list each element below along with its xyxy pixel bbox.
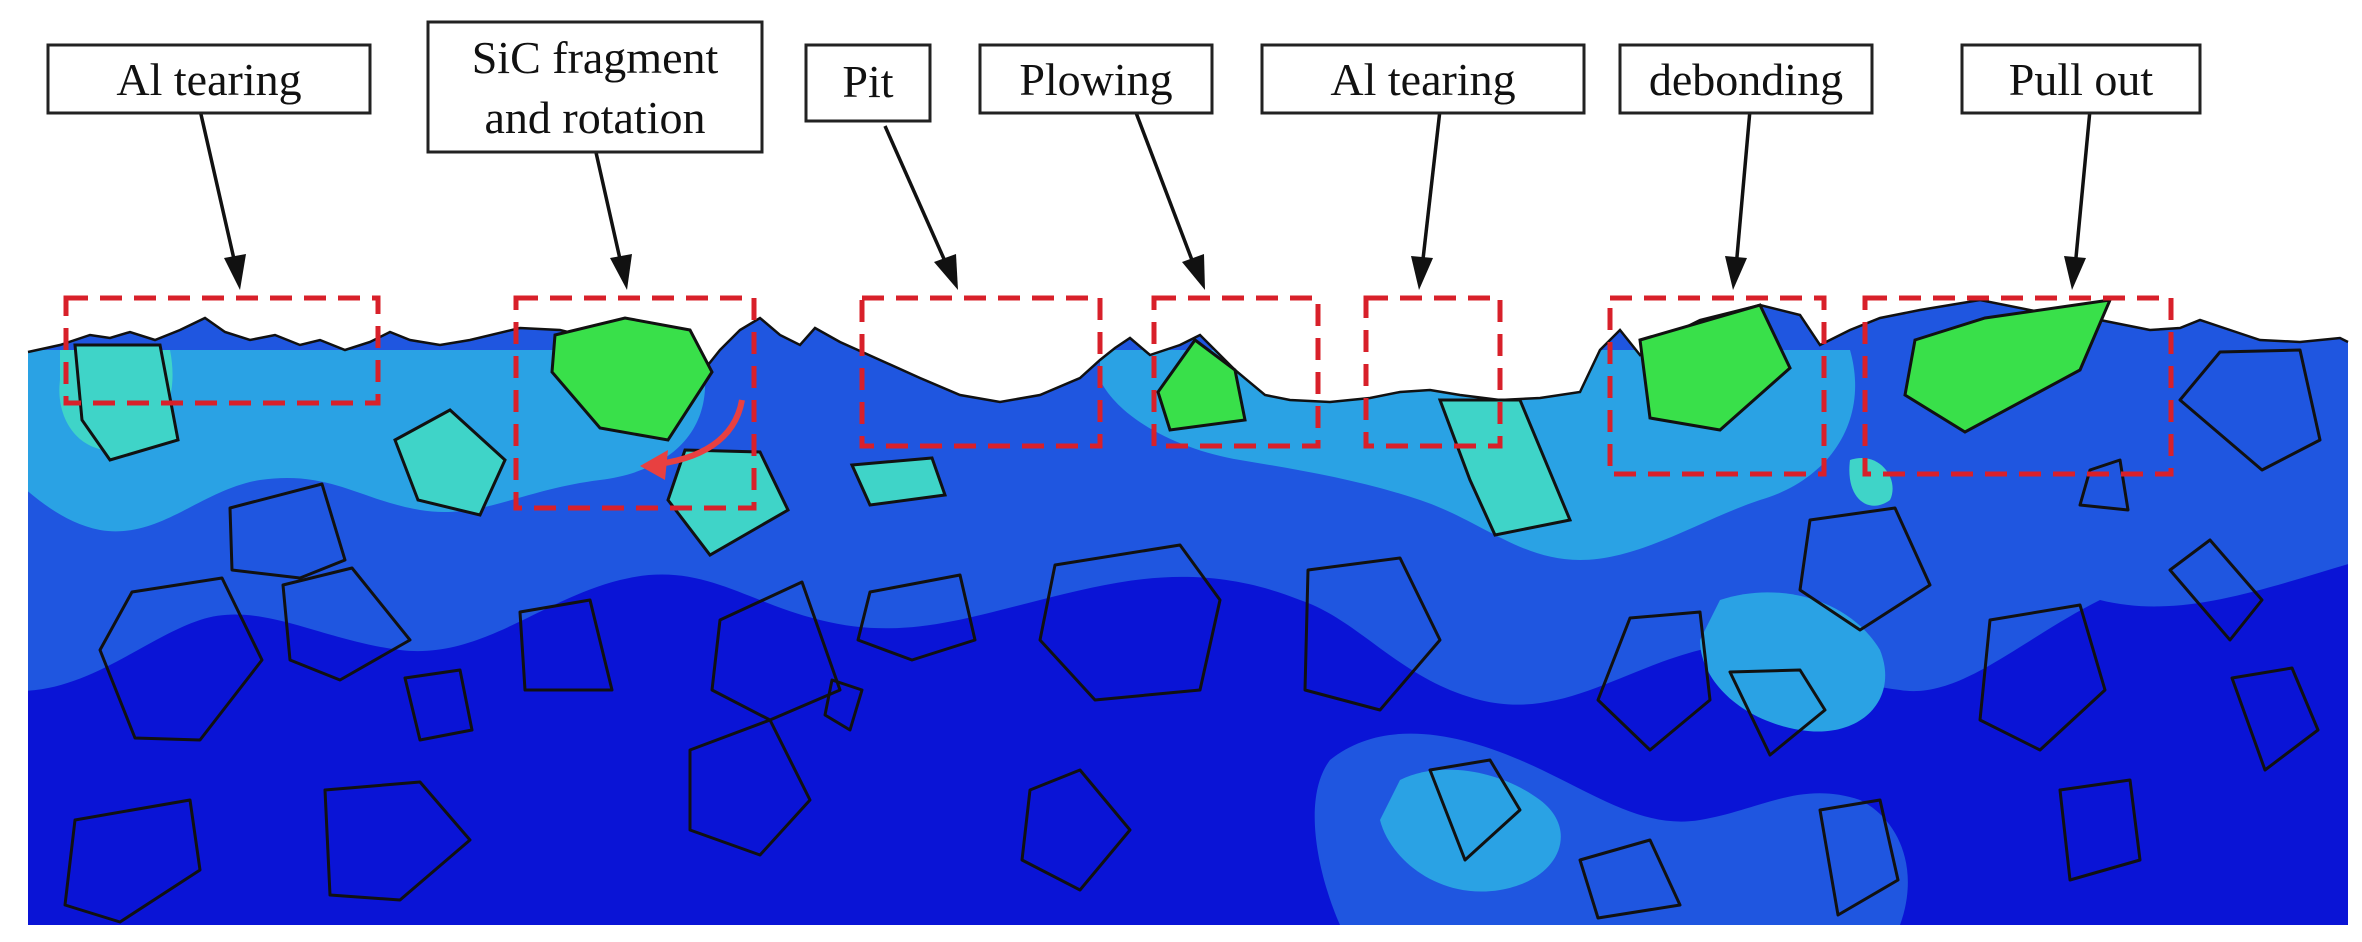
arrows bbox=[198, 109, 2092, 290]
particle-outline bbox=[1020, 768, 1132, 892]
region-pull-out bbox=[1862, 295, 2174, 477]
sic-particle-small bbox=[849, 456, 948, 507]
arrowhead bbox=[934, 254, 958, 290]
label-al-tearing-1: Al tearing bbox=[46, 43, 372, 115]
arrowhead bbox=[1182, 254, 1205, 290]
embedded-particles bbox=[63, 348, 2322, 924]
particle-outline bbox=[2078, 458, 2130, 512]
region-pit bbox=[859, 295, 1103, 449]
arrowhead bbox=[2064, 256, 2086, 290]
arrow-plowing bbox=[1133, 109, 1197, 269]
label-box bbox=[804, 43, 932, 123]
arrow-al-tearing-1 bbox=[198, 109, 238, 269]
sic-particle-left-2 bbox=[393, 408, 507, 517]
particle-outline bbox=[281, 566, 412, 682]
label-box bbox=[426, 20, 764, 154]
contour-band-lightblue-4 bbox=[1700, 592, 1886, 732]
label-text: Pit bbox=[842, 56, 893, 107]
label-al-tearing-2: Al tearing bbox=[1260, 43, 1586, 115]
rotation-arrowhead bbox=[640, 450, 668, 480]
particle-outline bbox=[2168, 538, 2264, 642]
particle-outline bbox=[63, 798, 202, 924]
contour-band-cyan-2 bbox=[1849, 458, 1893, 506]
particle-outline bbox=[856, 573, 977, 662]
arrowhead bbox=[224, 254, 246, 290]
label-text: Al tearing bbox=[1330, 54, 1515, 105]
label-debonding: debonding bbox=[1618, 43, 1874, 115]
label-text: Pull out bbox=[2009, 54, 2154, 105]
sic-particle-pull-out bbox=[1903, 298, 2113, 434]
sic-particle-fragment bbox=[550, 316, 714, 442]
highlight-regions bbox=[63, 295, 2174, 511]
label-text: debonding bbox=[1649, 54, 1843, 105]
region-plowing bbox=[1151, 295, 1321, 449]
arrow-al-tearing-2 bbox=[1420, 109, 1442, 269]
sic-particle-plowing bbox=[1156, 337, 1247, 432]
arrow-debonding bbox=[1734, 109, 1752, 269]
arrowhead bbox=[1725, 256, 1747, 290]
label-box bbox=[46, 43, 372, 115]
particle-outline bbox=[1728, 668, 1827, 757]
region-al-tearing-2 bbox=[1363, 295, 1503, 449]
label-text: Al tearing bbox=[116, 54, 301, 105]
particle-outline bbox=[1818, 798, 1900, 917]
sic-particle-left-surface bbox=[73, 343, 180, 462]
particle-outline bbox=[2058, 778, 2142, 882]
label-text-line1: SiC fragment bbox=[472, 32, 719, 83]
particle-outline bbox=[403, 668, 474, 742]
region-al-tearing-1 bbox=[63, 295, 381, 406]
particle-outline bbox=[823, 678, 864, 732]
particle-outline bbox=[1596, 610, 1712, 752]
region-sic-fragment bbox=[513, 295, 757, 511]
sic-particle-rotated bbox=[666, 448, 790, 557]
particle-outline bbox=[1798, 506, 1932, 632]
particle-outline bbox=[688, 718, 812, 857]
contour-band-lightblue bbox=[28, 350, 705, 532]
label-box bbox=[1618, 43, 1874, 115]
label-plowing: Plowing bbox=[978, 43, 1214, 115]
arrowhead bbox=[1411, 256, 1433, 290]
particle-outline bbox=[98, 576, 264, 742]
arrow-sic-fragment bbox=[593, 147, 624, 269]
particle-outline bbox=[710, 580, 842, 722]
label-box bbox=[1960, 43, 2202, 115]
label-pull-out: Pull out bbox=[1960, 43, 2202, 115]
particle-outline bbox=[1303, 556, 1442, 712]
particle-outline bbox=[228, 482, 347, 580]
label-box bbox=[1260, 43, 1586, 115]
particle-outline bbox=[1578, 838, 1682, 920]
sic-particle-al-tearing bbox=[1437, 398, 1573, 537]
sic-particle-debonding bbox=[1638, 303, 1792, 432]
label-text: Plowing bbox=[1019, 54, 1172, 105]
label-sic-fragment: SiC fragment and rotation bbox=[426, 20, 764, 154]
region-debonding bbox=[1607, 295, 1827, 477]
particle-outline bbox=[518, 598, 614, 692]
label-pit: Pit bbox=[804, 43, 932, 123]
particle-outline bbox=[1978, 603, 2107, 752]
surface-particles bbox=[73, 298, 2113, 557]
particle-outline bbox=[2230, 666, 2320, 772]
arrow-pull-out bbox=[2073, 109, 2092, 269]
particle-outline bbox=[1428, 758, 1522, 862]
particle-outline bbox=[2178, 348, 2322, 472]
label-text-line2: and rotation bbox=[485, 92, 706, 143]
arrow-pit bbox=[883, 125, 950, 269]
particle-outline bbox=[1038, 543, 1222, 702]
arrowhead bbox=[610, 254, 632, 290]
particle-outline bbox=[323, 780, 472, 902]
worn-surface-outline bbox=[27, 298, 2349, 404]
label-box bbox=[978, 43, 1214, 115]
